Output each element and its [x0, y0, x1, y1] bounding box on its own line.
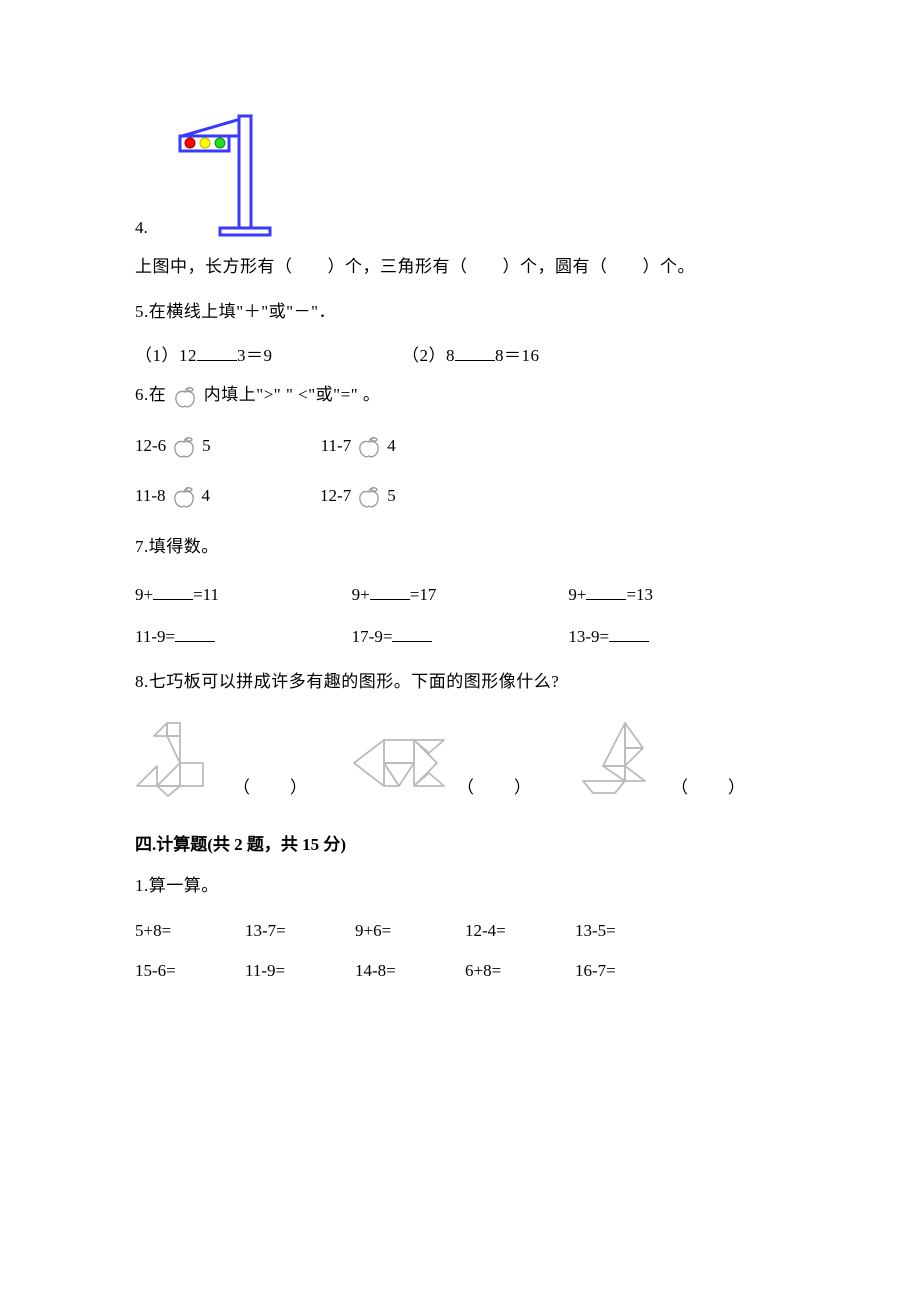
s4-q1-label: 1.算一算。: [135, 871, 785, 902]
apple-icon: [355, 432, 383, 460]
q5-s2-post: 8＝16: [495, 346, 540, 365]
traffic-light-icon: [154, 110, 284, 238]
q7-blank: [370, 583, 410, 600]
q8-swan-paren: （ ）: [233, 773, 309, 798]
q4-figure: 4.: [135, 110, 785, 238]
q5-row: （1）12 3＝9 （2）8 8＝16: [135, 341, 785, 372]
apple-icon: [355, 482, 383, 510]
s4-r1-c1: 5+8=: [135, 921, 245, 941]
q7-r2-c1: 11-9=: [135, 625, 352, 647]
q7-r1-c2: 9+=17: [352, 583, 569, 605]
q7-label: 7.填得数。: [135, 532, 785, 563]
s4-r2-c5: 16-7=: [575, 961, 685, 981]
q8-boat-paren: （ ）: [671, 773, 747, 798]
q7-blank: [392, 625, 432, 642]
q7-r2-c3: 13-9=: [568, 625, 785, 647]
q6-label: 6.在 内填上">" " <"或"=" 。: [135, 380, 785, 411]
q6-r2-c2: 12-7 5: [320, 482, 396, 510]
q7-blank: [175, 625, 215, 642]
q4-t0: 上图中，长方形有（: [135, 257, 293, 276]
section4-title: 四.计算题(共 2 题，共 15 分): [135, 830, 785, 855]
q5-label: 5.在横线上填"＋"或"－"．: [135, 297, 785, 328]
q5-s1-post: 3＝9: [237, 346, 273, 365]
q7-row-1: 9+=11 9+=17 9+=13: [135, 583, 785, 605]
tangram-swan-icon: [135, 718, 225, 798]
q4-t3: ）个。: [643, 257, 696, 276]
q5-blank-2: [455, 344, 495, 361]
s4-r2-c2: 11-9=: [245, 961, 355, 981]
s4-r2-c4: 6+8=: [465, 961, 575, 981]
s4-r2-c1: 15-6=: [135, 961, 245, 981]
q6-r1-c2: 11-7 4: [321, 432, 396, 460]
q8-swan: （ ）: [135, 718, 309, 798]
q8-fish: （ ）: [349, 728, 533, 798]
q7-blank: [586, 583, 626, 600]
q7-blank: [609, 625, 649, 642]
tangram-boat-icon: [573, 718, 663, 798]
s4-r1-c5: 13-5=: [575, 921, 685, 941]
s4-r1-c3: 9+6=: [355, 921, 465, 941]
q7-r1-c3: 9+=13: [568, 583, 785, 605]
s4-r1-c4: 12-4=: [465, 921, 575, 941]
q6-row-1: 12-6 5 11-7 4: [135, 432, 785, 460]
s4-r1-c2: 13-7=: [245, 921, 355, 941]
apple-icon: [170, 482, 198, 510]
q8-label: 8.七巧板可以拼成许多有趣的图形。下面的图形像什么?: [135, 667, 785, 698]
q7-r1-c1: 9+=11: [135, 583, 352, 605]
q8-boat: （ ）: [573, 718, 747, 798]
q4-t1: ）个，三角形有（: [328, 257, 468, 276]
s4-row-1: 5+8= 13-7= 9+6= 12-4= 13-5=: [135, 921, 785, 941]
q4-text: 上图中，长方形有（ ）个，三角形有（ ）个，圆有（ ）个。: [135, 252, 785, 283]
q4-t2: ）个，圆有（: [503, 257, 608, 276]
s4-r2-c3: 14-8=: [355, 961, 465, 981]
q7-r2-c2: 17-9=: [352, 625, 569, 647]
q4-number: 4.: [135, 218, 148, 238]
q6-label-pre: 6.在: [135, 385, 166, 404]
q6-row-2: 11-8 4 12-7 5: [135, 482, 785, 510]
q5-s2-pre: （2）8: [402, 346, 455, 365]
s4-row-2: 15-6= 11-9= 14-8= 6+8= 16-7=: [135, 961, 785, 981]
q6-r1-c1: 12-6 5: [135, 432, 211, 460]
apple-icon: [170, 432, 198, 460]
q6-label-post: 内填上">" " <"或"=" 。: [204, 385, 381, 404]
apple-icon: [171, 382, 199, 410]
q6-r2-c1: 11-8 4: [135, 482, 210, 510]
q7-blank: [153, 583, 193, 600]
q5-s1-pre: （1）12: [135, 346, 197, 365]
q5-blank-1: [197, 344, 237, 361]
q8-row: （ ） （ ） （ ）: [135, 718, 785, 798]
q8-fish-paren: （ ）: [457, 773, 533, 798]
tangram-fish-icon: [349, 728, 449, 798]
q7-row-2: 11-9= 17-9= 13-9=: [135, 625, 785, 647]
